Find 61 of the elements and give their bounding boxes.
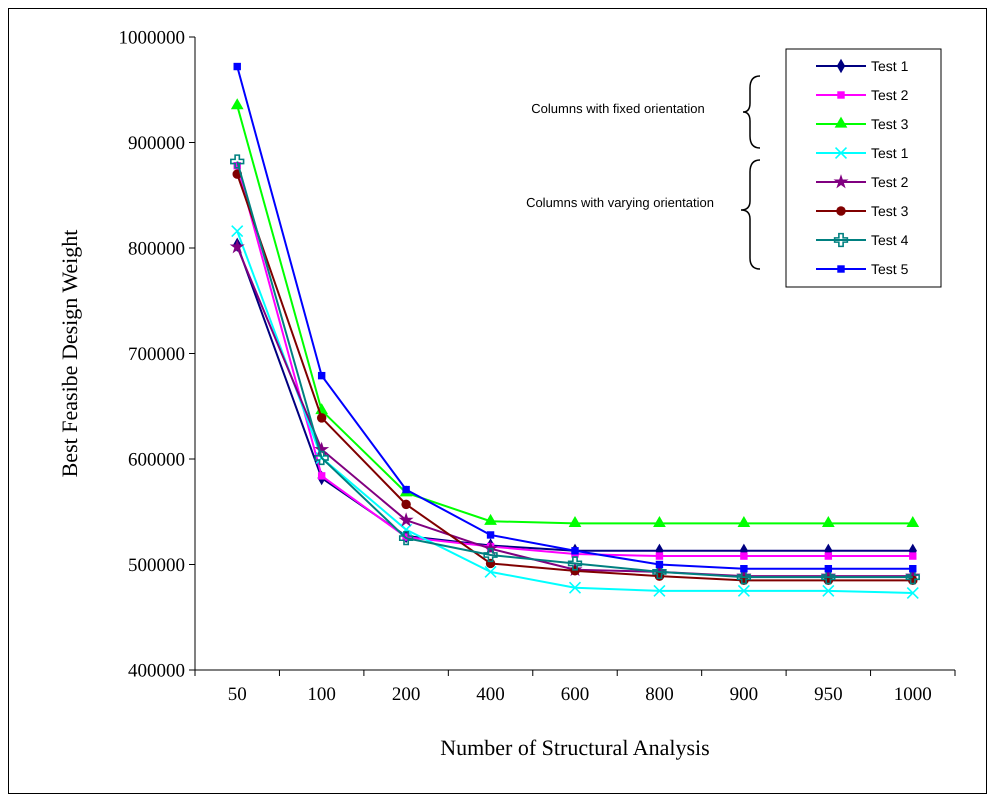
x-tick-label: 200	[392, 684, 420, 705]
annotation: Columns with fixed orientation	[531, 101, 705, 116]
y-tick-label: 500000	[128, 555, 185, 576]
point	[568, 581, 582, 594]
point	[824, 552, 832, 560]
point	[909, 552, 916, 560]
x-tick-label: 50	[228, 684, 247, 705]
y-tick-label: 800000	[128, 238, 185, 260]
point	[824, 565, 832, 572]
point	[484, 566, 497, 578]
y-axis-title: Best Feasibe Design Weight	[57, 230, 82, 478]
legend-label: Test 2	[871, 174, 909, 190]
point	[316, 413, 326, 423]
point	[230, 224, 244, 238]
point	[401, 500, 411, 510]
x-tick-label: 100	[307, 684, 336, 705]
point	[318, 372, 326, 380]
legend-label: Test 3	[871, 202, 909, 219]
x-tick-label: 950	[814, 684, 843, 705]
x-tick-label: 400	[476, 684, 505, 705]
x-tick-label: 800	[645, 684, 674, 705]
legend-label: Test 2	[871, 86, 909, 103]
point	[398, 512, 414, 527]
x-axis-title: Number of Structural Analysis	[440, 735, 710, 760]
point	[822, 516, 835, 528]
y-tick-label: 900000	[128, 133, 185, 154]
point	[909, 565, 916, 572]
y-tick-label: 600000	[128, 450, 185, 471]
point	[230, 154, 244, 169]
x-tick-label: 600	[560, 684, 590, 705]
y-tick-label: 1000000	[118, 28, 185, 49]
point	[656, 552, 664, 560]
point	[653, 516, 666, 528]
legend-label: Test 1	[871, 58, 909, 74]
legend-label: Test 4	[871, 232, 909, 248]
point	[653, 584, 666, 598]
point	[822, 584, 835, 598]
point	[738, 516, 750, 528]
x-tick-label: 900	[730, 684, 758, 705]
point	[398, 530, 414, 546]
point	[738, 584, 750, 598]
point	[906, 516, 920, 528]
x-tick-label: 1000	[894, 684, 932, 705]
point	[656, 560, 664, 568]
point	[400, 523, 412, 536]
point	[486, 531, 494, 539]
legend-label: Test 1	[871, 144, 909, 161]
legend-label: Test 5	[871, 260, 909, 277]
point	[568, 516, 582, 528]
point	[568, 556, 582, 571]
legend-label: Test 3	[871, 116, 909, 132]
annotation: Columns with varying orientation	[526, 195, 714, 210]
y-tick-label: 700000	[128, 344, 185, 366]
point	[483, 548, 498, 562]
point	[740, 565, 748, 572]
point	[740, 552, 748, 560]
y-tick-label: 400000	[128, 660, 185, 682]
point	[571, 547, 579, 554]
point	[234, 62, 241, 70]
point	[230, 239, 245, 254]
point	[906, 586, 920, 600]
